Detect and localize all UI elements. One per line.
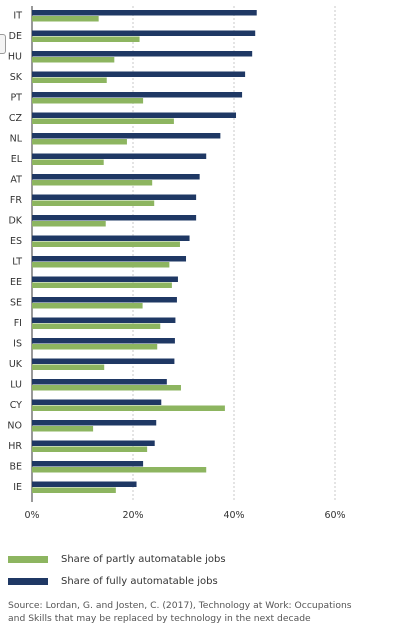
bar-fully-pt	[32, 92, 243, 98]
bar-fully-hr	[32, 440, 155, 446]
bar-fully-it	[32, 10, 257, 16]
chart-grid	[31, 6, 336, 502]
bar-fully-uk	[32, 358, 175, 364]
bar-partly-pt	[32, 98, 144, 104]
legend-label-fully: Share of fully automatable jobs	[61, 575, 218, 587]
bar-partly-dk	[32, 221, 106, 227]
x-tick-label: 0%	[24, 510, 39, 521]
bar-partly-sk	[32, 77, 107, 83]
bar-fully-at	[32, 174, 200, 180]
side-panel-tab[interactable]	[0, 34, 6, 54]
y-tick-label: FI	[14, 318, 22, 329]
bar-partly-cz	[32, 118, 174, 124]
source-note: Source: Lordan, G. and Josten, C. (2017)…	[8, 599, 408, 625]
bar-fully-el	[32, 153, 207, 159]
bar-chart: IT DE HU SK PT CZ NL EL AT FR DK ES LT EE SE FI IS UK LU CY…	[7, 6, 346, 521]
chart-legend: Share of partly automatable jobs Share o…	[8, 548, 408, 592]
bar-partly-be	[32, 467, 207, 473]
bar-fully-fr	[32, 194, 197, 200]
bar-partly-hr	[32, 446, 148, 452]
y-tick-label: CZ	[9, 113, 23, 124]
bar-fully-lt	[32, 256, 187, 262]
y-tick-label: DE	[9, 31, 22, 42]
y-tick-label: HU	[8, 52, 22, 63]
y-tick-label: DK	[8, 216, 22, 227]
bar-fully-se	[32, 297, 177, 303]
bar-fully-cz	[32, 112, 237, 118]
bar-partly-cy	[32, 405, 225, 411]
bar-partly-es	[32, 241, 180, 247]
bar-fully-nl	[32, 133, 221, 139]
y-tick-label: LT	[12, 257, 22, 268]
chart-bars	[32, 10, 257, 493]
y-tick-label: PT	[10, 93, 22, 104]
y-tick-label: CY	[10, 400, 22, 411]
bar-partly-no	[32, 426, 94, 432]
y-tick-label: IS	[13, 339, 22, 350]
bar-fully-fi	[32, 317, 176, 323]
legend-item-partly: Share of partly automatable jobs	[8, 548, 408, 570]
bar-partly-de	[32, 36, 140, 42]
bar-partly-ie	[32, 487, 116, 493]
bar-partly-lu	[32, 385, 181, 391]
bar-fully-no	[32, 420, 157, 426]
bar-fully-sk	[32, 71, 246, 77]
bar-partly-is	[32, 344, 158, 350]
bar-fully-cy	[32, 399, 162, 405]
bar-fully-is	[32, 338, 175, 344]
x-axis-labels: 0% 20% 40% 60%	[24, 510, 345, 521]
bar-fully-dk	[32, 215, 197, 221]
bar-partly-fr	[32, 200, 155, 206]
y-tick-label: LU	[10, 380, 22, 391]
bar-partly-it	[32, 16, 99, 22]
bar-partly-at	[32, 180, 153, 186]
x-tick-label: 40%	[223, 510, 244, 521]
bar-partly-fi	[32, 323, 161, 329]
y-axis-labels: IT DE HU SK PT CZ NL EL AT FR DK ES LT EE SE FI IS UK LU CY…	[7, 11, 22, 494]
y-tick-label: UK	[9, 359, 23, 370]
bar-partly-lt	[32, 262, 170, 268]
bar-partly-nl	[32, 139, 127, 145]
legend-swatch-fully	[8, 577, 48, 585]
bar-fully-hu	[32, 51, 253, 57]
bar-fully-lu	[32, 379, 167, 385]
source-line-1: Source: Lordan, G. and Josten, C. (2017)…	[8, 600, 352, 611]
bar-partly-el	[32, 159, 104, 165]
bar-fully-de	[32, 30, 256, 36]
y-tick-label: EE	[10, 277, 22, 288]
y-tick-label: SE	[10, 298, 22, 309]
bar-partly-hu	[32, 57, 115, 63]
x-tick-label: 60%	[324, 510, 345, 521]
bar-partly-uk	[32, 364, 105, 370]
bar-partly-ee	[32, 282, 172, 288]
legend-label-partly: Share of partly automatable jobs	[61, 553, 226, 565]
bar-fully-be	[32, 461, 144, 467]
y-tick-label: AT	[10, 175, 22, 186]
bar-fully-ie	[32, 481, 137, 487]
y-tick-label: ES	[10, 236, 22, 247]
bar-fully-es	[32, 235, 190, 241]
y-tick-label: NO	[7, 421, 22, 432]
legend-item-fully: Share of fully automatable jobs	[8, 570, 408, 592]
y-tick-label: NL	[10, 134, 23, 145]
bar-fully-ee	[32, 276, 178, 282]
y-tick-label: HR	[8, 441, 22, 452]
source-line-2: and Skills that may be replaced by techn…	[8, 613, 311, 624]
y-tick-label: FR	[10, 195, 22, 206]
y-tick-label: SK	[10, 72, 23, 83]
legend-swatch-partly	[8, 555, 48, 563]
y-tick-label: IE	[13, 482, 22, 493]
y-tick-label: IT	[13, 11, 22, 22]
y-tick-label: BE	[9, 462, 22, 473]
x-tick-label: 20%	[122, 510, 143, 521]
y-tick-label: EL	[11, 154, 23, 165]
bar-partly-se	[32, 303, 143, 309]
